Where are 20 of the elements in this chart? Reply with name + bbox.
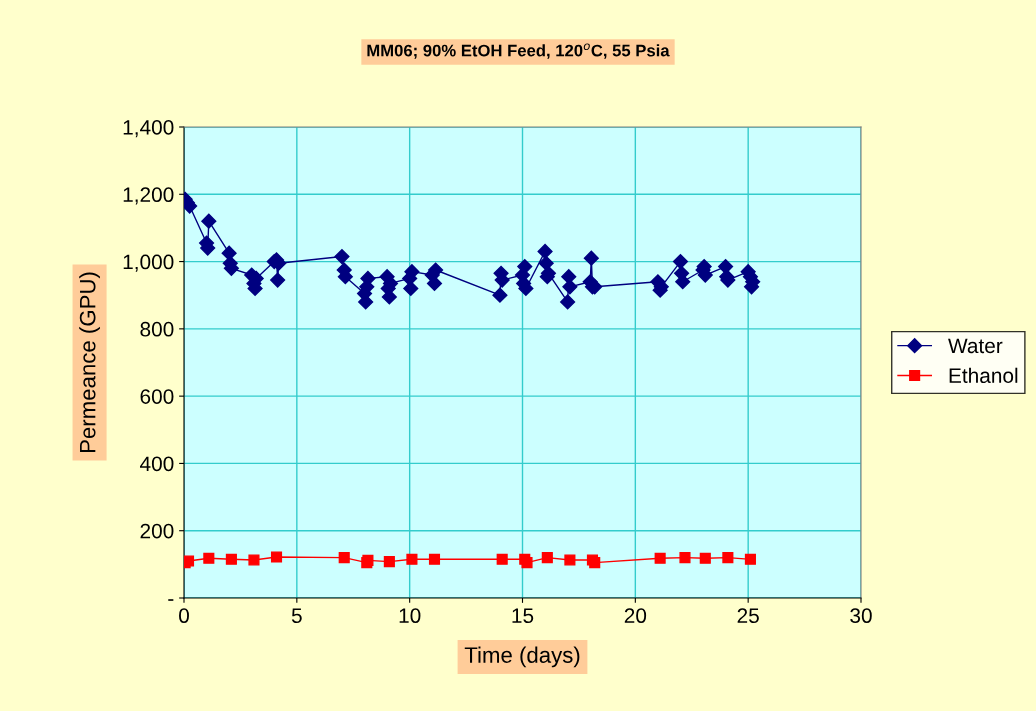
legend-label: Ethanol bbox=[949, 367, 1018, 384]
y-tick-label: 200 bbox=[140, 523, 174, 539]
y-tick-label: 1,400 bbox=[123, 120, 174, 138]
x-tick-label: 15 bbox=[512, 608, 534, 624]
x-tick-label: 25 bbox=[737, 608, 759, 624]
x-tick-label: 20 bbox=[624, 608, 647, 624]
legend-label: Water bbox=[948, 338, 1003, 354]
x-tick-label: 10 bbox=[399, 608, 421, 624]
x-tick-label: 5 bbox=[291, 608, 302, 624]
x-tick-label: 30 bbox=[850, 608, 872, 624]
y-tick-label: - bbox=[168, 599, 174, 601]
y-axis-title: Permeance (GPU) bbox=[79, 272, 100, 453]
y-tick-label: 400 bbox=[140, 456, 174, 472]
y-tick-label: 1,000 bbox=[123, 254, 174, 272]
x-axis-title: Time (days) bbox=[464, 646, 580, 668]
y-tick-label: 600 bbox=[140, 389, 174, 404]
y-tick-label: 800 bbox=[140, 321, 174, 337]
chart-title: MM06; 90% EtOH Feed, 120$^{o}$C, 55 Psia bbox=[367, 43, 670, 59]
x-tick-label: 0 bbox=[179, 608, 189, 624]
y-tick-label: 1,200 bbox=[123, 187, 174, 205]
